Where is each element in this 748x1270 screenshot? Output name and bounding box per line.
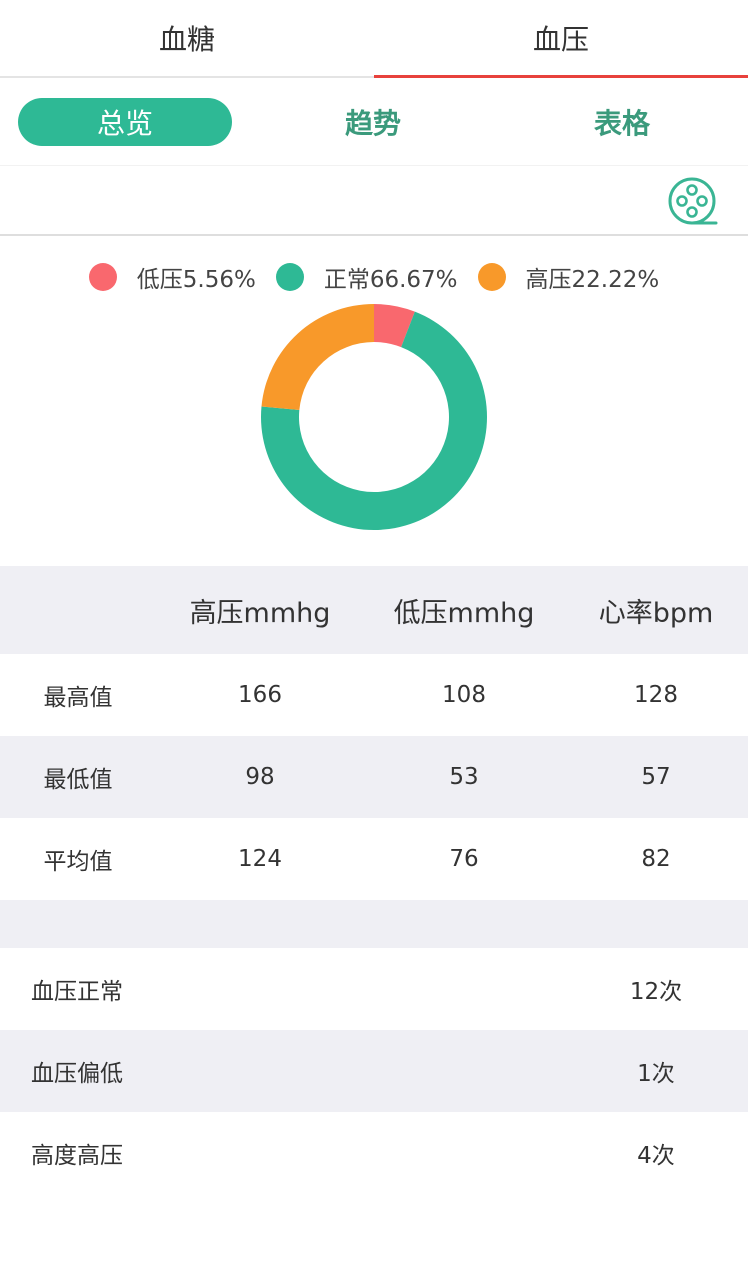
legend-item-normal[interactable]: 正常66.67%: [275, 260, 458, 294]
pressure-distribution-chart: 低压5.56% 正常66.67% 高压22.22%: [0, 236, 748, 566]
cell-value: 82: [641, 846, 671, 872]
cell-value: 166: [238, 682, 282, 708]
legend-dot-low: [88, 263, 117, 291]
legend-label-low: 低压5.56%: [136, 267, 256, 293]
donut-slice-low[interactable]: [374, 304, 415, 348]
donut-slice-high[interactable]: [261, 304, 374, 411]
list-item: 高度高压 4次: [0, 1112, 748, 1194]
count-value-low: 1次: [637, 1061, 675, 1087]
cell-value: 128: [634, 682, 678, 708]
legend-item-low[interactable]: 低压5.56%: [88, 260, 256, 294]
toolbar: [0, 166, 748, 236]
count-list: 血压正常 12次 血压偏低 1次 高度高压 4次: [0, 948, 748, 1194]
tab-table[interactable]: 表格: [593, 107, 650, 140]
count-label-high: 高度高压: [31, 1143, 123, 1169]
tab-blood-pressure[interactable]: 血压: [374, 0, 748, 78]
film-reel-icon[interactable]: [666, 175, 720, 229]
header-systolic: 高压mmhg: [189, 597, 331, 629]
cell-value: 124: [238, 846, 282, 872]
donut-slice-normal[interactable]: [261, 311, 487, 530]
count-value-normal: 12次: [629, 979, 683, 1005]
row-label-avg: 平均值: [43, 849, 113, 875]
donut-chart: [261, 304, 487, 530]
cell-value: 53: [449, 764, 479, 790]
stats-header-row: 高压mmhg 低压mmhg 心率bpm: [0, 566, 748, 654]
cell-value: 76: [449, 846, 479, 872]
legend-dot-high: [477, 263, 506, 291]
list-item: 血压正常 12次: [0, 948, 748, 1030]
legend-label-high: 高压22.22%: [525, 267, 660, 293]
legend-item-high[interactable]: 高压22.22%: [477, 260, 660, 294]
legend-label-normal: 正常66.67%: [323, 267, 458, 293]
count-label-normal: 血压正常: [31, 979, 123, 1005]
cell-value: 57: [641, 764, 671, 790]
chart-legend: 低压5.56% 正常66.67% 高压22.22%: [0, 260, 748, 294]
cell-value: 98: [245, 764, 275, 790]
tab-blood-sugar[interactable]: 血糖: [158, 23, 215, 56]
table-row: 平均值 124 76 82: [0, 818, 748, 900]
table-row: 最高值 166 108 128: [0, 654, 748, 736]
header-diastolic: 低压mmhg: [393, 597, 535, 629]
count-label-low: 血压偏低: [31, 1061, 123, 1087]
tab-trend[interactable]: 趋势: [344, 107, 401, 140]
stats-table: 高压mmhg 低压mmhg 心率bpm 最高值 166 108 128 最低值 …: [0, 566, 748, 900]
section-divider: [0, 900, 748, 948]
top-tab-bar: 血糖 血压: [0, 0, 748, 78]
tab-overview[interactable]: 总览: [18, 98, 232, 146]
row-label-min: 最低值: [43, 767, 113, 793]
header-heart-rate: 心率bpm: [598, 597, 714, 629]
legend-dot-normal: [275, 263, 304, 291]
list-item: 血压偏低 1次: [0, 1030, 748, 1112]
count-value-high: 4次: [637, 1143, 675, 1169]
table-row: 最低值 98 53 57: [0, 736, 748, 818]
sub-tab-bar: 总览 趋势 表格: [0, 78, 748, 166]
cell-value: 108: [442, 682, 486, 708]
row-label-max: 最高值: [43, 685, 113, 711]
